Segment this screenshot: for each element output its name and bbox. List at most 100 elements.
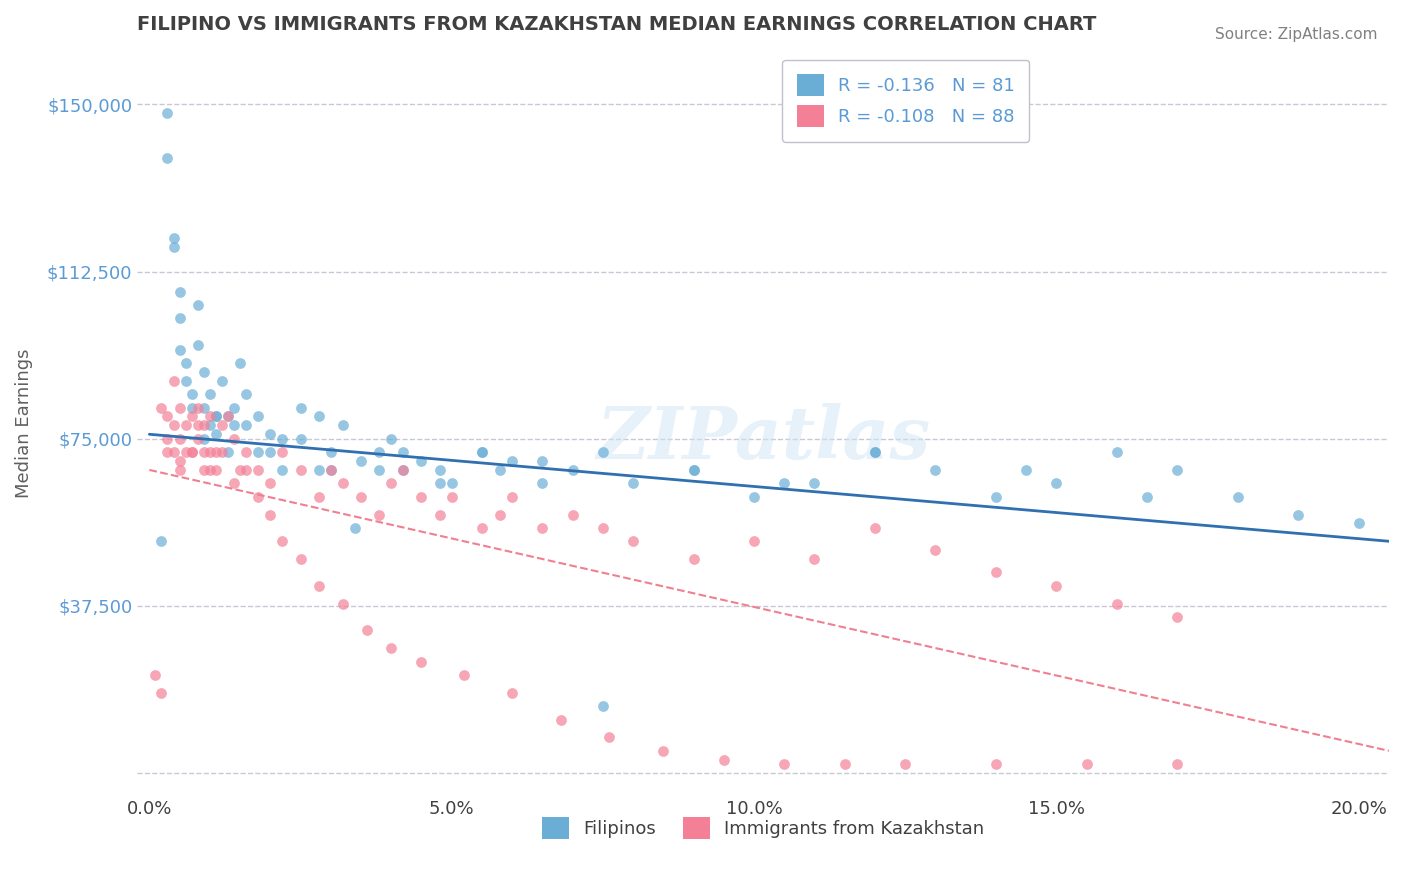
Point <box>984 490 1007 504</box>
Point <box>652 744 675 758</box>
Point <box>187 338 209 352</box>
Point <box>592 445 614 459</box>
Point <box>180 445 202 459</box>
Point <box>259 427 281 442</box>
Point <box>380 432 402 446</box>
Point <box>332 418 354 433</box>
Point <box>1105 597 1128 611</box>
Point <box>1166 610 1188 624</box>
Point <box>193 365 215 379</box>
Point <box>319 463 342 477</box>
Point <box>682 552 704 566</box>
Point <box>235 418 257 433</box>
Point <box>169 432 191 446</box>
Point <box>621 476 644 491</box>
Point <box>319 445 342 459</box>
Point <box>471 445 494 459</box>
Point <box>235 387 257 401</box>
Point <box>501 454 523 468</box>
Point <box>162 418 184 433</box>
Point <box>356 624 378 638</box>
Point <box>205 409 228 424</box>
Point <box>380 476 402 491</box>
Point <box>193 418 215 433</box>
Point <box>187 418 209 433</box>
Point <box>440 476 463 491</box>
Point <box>332 476 354 491</box>
Point <box>308 409 330 424</box>
Point <box>550 713 572 727</box>
Point <box>894 757 917 772</box>
Point <box>193 445 215 459</box>
Point <box>145 668 167 682</box>
Point <box>411 655 433 669</box>
Point <box>198 418 221 433</box>
Point <box>308 579 330 593</box>
Point <box>350 454 373 468</box>
Point <box>156 445 179 459</box>
Point <box>162 231 184 245</box>
Point <box>180 401 202 415</box>
Point <box>332 597 354 611</box>
Point <box>803 552 825 566</box>
Point <box>193 401 215 415</box>
Point <box>247 463 270 477</box>
Point <box>531 521 554 535</box>
Point <box>198 409 221 424</box>
Point <box>453 668 475 682</box>
Point <box>150 686 173 700</box>
Point <box>440 490 463 504</box>
Point <box>169 311 191 326</box>
Point <box>222 432 245 446</box>
Point <box>205 463 228 477</box>
Point <box>561 463 583 477</box>
Point <box>169 401 191 415</box>
Point <box>742 534 765 549</box>
Point <box>319 463 342 477</box>
Point <box>150 401 173 415</box>
Point <box>531 476 554 491</box>
Point <box>1136 490 1159 504</box>
Point <box>1045 476 1067 491</box>
Point <box>290 463 312 477</box>
Point <box>156 432 179 446</box>
Point <box>259 476 281 491</box>
Point <box>863 445 886 459</box>
Point <box>592 699 614 714</box>
Point <box>308 463 330 477</box>
Point <box>501 686 523 700</box>
Point <box>271 534 294 549</box>
Point <box>1226 490 1249 504</box>
Point <box>169 285 191 299</box>
Point <box>368 508 391 522</box>
Point <box>290 432 312 446</box>
Point <box>211 418 233 433</box>
Point <box>742 490 765 504</box>
Point <box>211 445 233 459</box>
Point <box>863 521 886 535</box>
Point <box>682 463 704 477</box>
Point <box>247 490 270 504</box>
Text: Source: ZipAtlas.com: Source: ZipAtlas.com <box>1215 27 1378 42</box>
Point <box>531 454 554 468</box>
Point <box>924 463 946 477</box>
Point <box>217 409 239 424</box>
Point <box>156 106 179 120</box>
Point <box>150 534 173 549</box>
Point <box>773 757 796 772</box>
Point <box>211 374 233 388</box>
Point <box>501 490 523 504</box>
Point <box>621 534 644 549</box>
Point <box>271 445 294 459</box>
Point <box>290 552 312 566</box>
Point <box>863 445 886 459</box>
Point <box>392 463 415 477</box>
Point <box>1347 516 1369 531</box>
Point <box>156 409 179 424</box>
Point <box>205 409 228 424</box>
Point <box>162 240 184 254</box>
Point <box>187 298 209 312</box>
Point <box>229 356 252 370</box>
Point <box>1045 579 1067 593</box>
Point <box>308 490 330 504</box>
